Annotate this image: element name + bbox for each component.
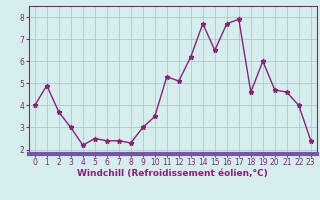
- X-axis label: Windchill (Refroidissement éolien,°C): Windchill (Refroidissement éolien,°C): [77, 169, 268, 178]
